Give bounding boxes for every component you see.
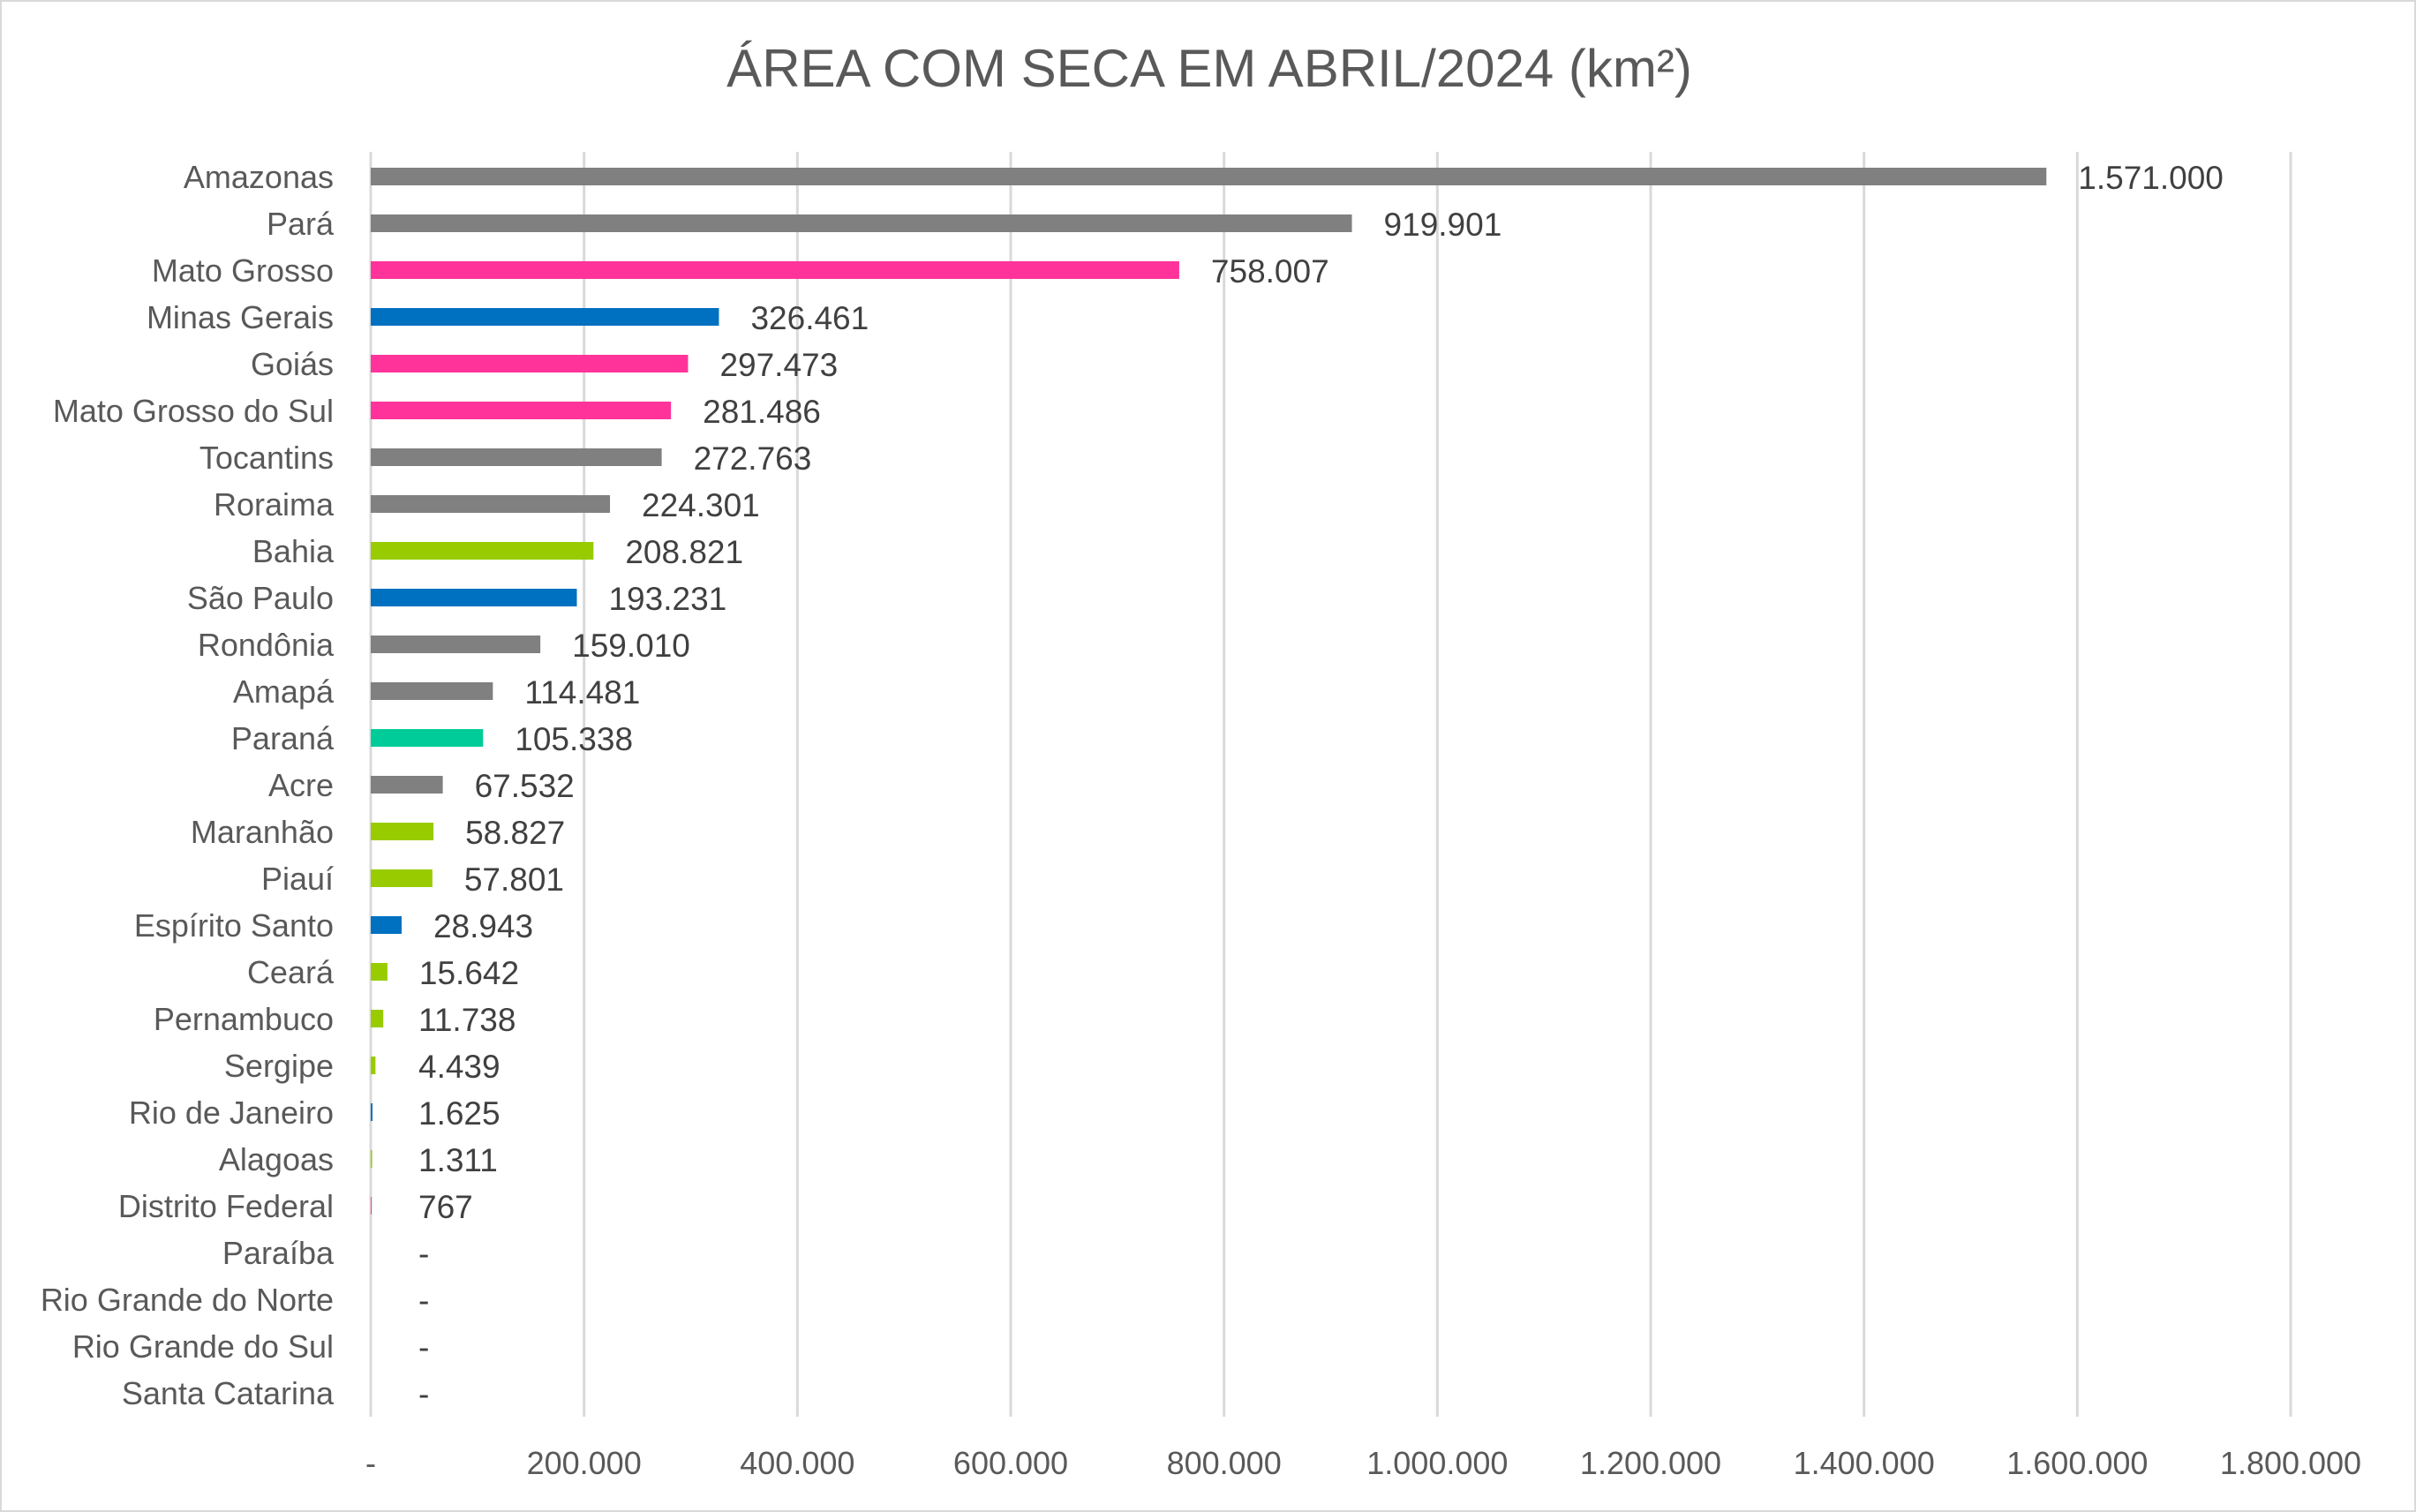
category-label: Goiás bbox=[251, 346, 334, 382]
bar bbox=[371, 729, 484, 747]
bar bbox=[371, 448, 662, 466]
bar bbox=[371, 682, 493, 700]
category-label: Amazonas bbox=[184, 159, 334, 195]
data-label: - bbox=[418, 1283, 429, 1319]
bar bbox=[371, 823, 434, 840]
category-label: Rondônia bbox=[198, 627, 335, 663]
category-label: Alagoas bbox=[219, 1141, 334, 1177]
data-label: 15.642 bbox=[419, 955, 519, 991]
bar bbox=[371, 495, 611, 513]
x-tick-label: 1.200.000 bbox=[1580, 1445, 1721, 1481]
x-tick-label: - bbox=[365, 1445, 376, 1481]
data-labels: 1.571.000 919.901 758.007 326.461 297.473 281… bbox=[418, 160, 2224, 1412]
data-label: 919.901 bbox=[1384, 207, 1502, 243]
data-label: 57.801 bbox=[464, 861, 564, 898]
bar bbox=[371, 261, 1179, 279]
bar bbox=[371, 1010, 384, 1027]
bar bbox=[371, 1150, 373, 1168]
data-label: 758.007 bbox=[1211, 253, 1329, 290]
data-label: 208.821 bbox=[625, 534, 743, 570]
data-label: - bbox=[418, 1376, 429, 1412]
data-label: 1.625 bbox=[418, 1095, 501, 1132]
x-tick-label: 800.000 bbox=[1167, 1445, 1282, 1481]
data-label: 767 bbox=[418, 1189, 473, 1225]
bar bbox=[371, 402, 672, 419]
data-label: - bbox=[418, 1329, 429, 1365]
category-label: Pernambuco bbox=[154, 1001, 334, 1037]
data-label: 1.311 bbox=[418, 1142, 498, 1178]
data-label: 58.827 bbox=[465, 815, 565, 851]
category-labels: Amazonas Pará Mato Grosso Minas Gerais Goiás… bbox=[41, 159, 335, 1411]
bar bbox=[371, 214, 1352, 232]
bar bbox=[371, 776, 443, 794]
category-label: Roraima bbox=[214, 486, 335, 523]
bar bbox=[371, 869, 433, 887]
bar bbox=[371, 1103, 373, 1121]
category-label: Pará bbox=[267, 206, 335, 242]
bar bbox=[371, 636, 541, 653]
category-label: Piauí bbox=[261, 861, 334, 897]
bar bbox=[371, 1057, 376, 1074]
data-label: 193.231 bbox=[608, 581, 726, 617]
category-label: Distrito Federal bbox=[118, 1188, 334, 1224]
category-label: Tocantins bbox=[199, 440, 334, 476]
bar bbox=[371, 542, 594, 560]
category-label: Bahia bbox=[252, 533, 335, 569]
category-label: Minas Gerais bbox=[147, 299, 334, 335]
bar bbox=[371, 1197, 372, 1215]
category-label: Mato Grosso do Sul bbox=[53, 393, 334, 429]
data-label: 326.461 bbox=[750, 300, 869, 336]
x-tick-label: 600.000 bbox=[953, 1445, 1068, 1481]
bar bbox=[371, 589, 577, 606]
x-tick-label: 1.000.000 bbox=[1366, 1445, 1508, 1481]
data-label: 67.532 bbox=[475, 768, 575, 804]
data-label: 114.481 bbox=[524, 674, 640, 711]
bar bbox=[371, 916, 402, 934]
category-label: Acre bbox=[268, 767, 334, 803]
x-axis-ticks: - 200.000 400.000 600.000 800.000 1.000.000 1.… bbox=[365, 1445, 2361, 1481]
x-tick-label: 1.600.000 bbox=[2006, 1445, 2148, 1481]
bars bbox=[371, 168, 2047, 1215]
category-label: Santa Catarina bbox=[122, 1375, 335, 1411]
category-label: Rio de Janeiro bbox=[129, 1095, 334, 1131]
data-label: 224.301 bbox=[642, 487, 760, 523]
data-label: 4.439 bbox=[418, 1049, 501, 1085]
category-label: Maranhão bbox=[191, 814, 334, 850]
data-label: 272.763 bbox=[694, 440, 812, 477]
data-label: 28.943 bbox=[433, 908, 533, 944]
x-tick-label: 1.800.000 bbox=[2220, 1445, 2361, 1481]
category-label: Paraná bbox=[231, 720, 335, 756]
category-label: São Paulo bbox=[187, 580, 334, 616]
category-label: Espírito Santo bbox=[134, 907, 334, 944]
data-label: 11.738 bbox=[418, 1002, 516, 1038]
category-label: Rio Grande do Norte bbox=[41, 1282, 334, 1318]
data-label: 159.010 bbox=[572, 628, 690, 664]
bar bbox=[371, 963, 388, 981]
data-label: 1.571.000 bbox=[2078, 160, 2224, 196]
bar bbox=[371, 168, 2047, 185]
x-tick-label: 200.000 bbox=[527, 1445, 642, 1481]
category-label: Rio Grande do Sul bbox=[72, 1328, 334, 1365]
x-tick-label: 1.400.000 bbox=[1794, 1445, 1935, 1481]
chart-title: ÁREA COM SECA EM ABRIL/2024 (km²) bbox=[726, 39, 1692, 98]
data-label: 105.338 bbox=[515, 721, 633, 757]
data-label: - bbox=[418, 1236, 429, 1272]
bar bbox=[371, 308, 719, 326]
x-tick-label: 400.000 bbox=[740, 1445, 854, 1481]
category-label: Paraíba bbox=[222, 1235, 335, 1271]
data-label: 281.486 bbox=[703, 394, 821, 430]
category-label: Ceará bbox=[247, 954, 335, 990]
bar bbox=[371, 355, 689, 372]
data-label: 297.473 bbox=[719, 347, 838, 383]
category-label: Sergipe bbox=[224, 1048, 334, 1084]
gridlines bbox=[369, 152, 2292, 1417]
category-label: Amapá bbox=[233, 673, 335, 710]
category-label: Mato Grosso bbox=[152, 252, 334, 289]
